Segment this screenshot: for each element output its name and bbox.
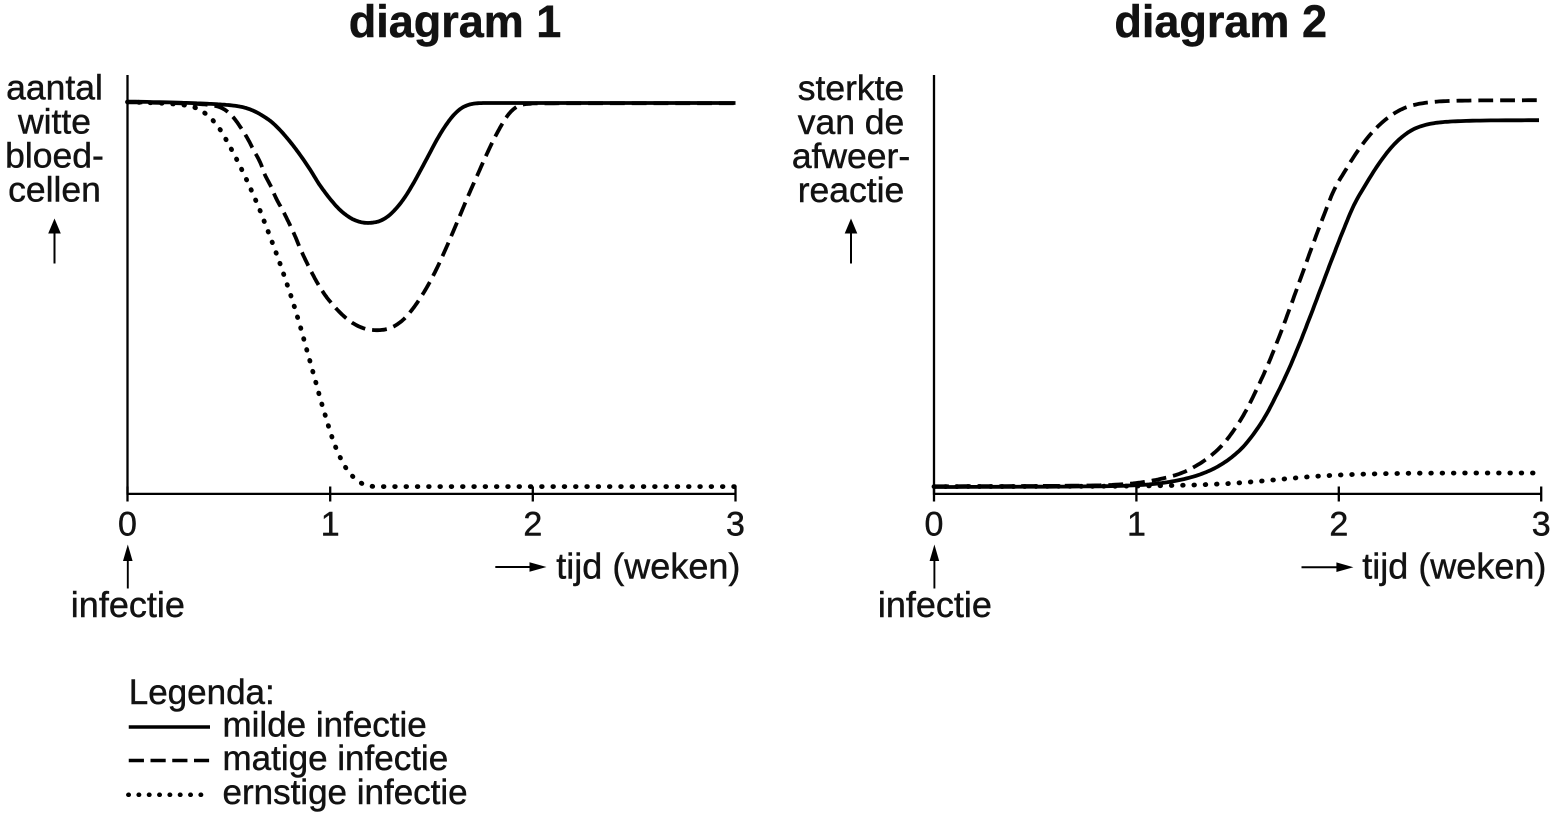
svg-text:0: 0 bbox=[118, 506, 137, 544]
svg-text:infectie: infectie bbox=[878, 584, 992, 625]
svg-text:ernstige infectie: ernstige infectie bbox=[223, 773, 468, 812]
svg-text:3: 3 bbox=[726, 506, 745, 544]
svg-text:1: 1 bbox=[1127, 506, 1146, 544]
svg-text:diagram 1: diagram 1 bbox=[349, 0, 562, 47]
svg-text:0: 0 bbox=[925, 506, 944, 544]
svg-text:infectie: infectie bbox=[71, 584, 185, 625]
svg-text:tijd (weken): tijd (weken) bbox=[1362, 546, 1546, 587]
svg-text:diagram 2: diagram 2 bbox=[1114, 0, 1327, 47]
svg-text:Legenda:: Legenda: bbox=[129, 673, 275, 712]
svg-text:2: 2 bbox=[1329, 506, 1348, 544]
svg-text:sterkte: sterkte bbox=[798, 68, 905, 108]
svg-text:reactie: reactie bbox=[798, 170, 905, 210]
svg-text:cellen: cellen bbox=[8, 170, 101, 210]
svg-text:bloed-: bloed- bbox=[5, 136, 104, 176]
svg-text:matige infectie: matige infectie bbox=[223, 739, 449, 778]
svg-text:3: 3 bbox=[1532, 506, 1551, 544]
svg-text:1: 1 bbox=[321, 506, 340, 544]
svg-text:van de: van de bbox=[798, 102, 905, 142]
svg-text:aantal: aantal bbox=[6, 68, 103, 108]
svg-text:tijd (weken): tijd (weken) bbox=[556, 546, 740, 587]
svg-text:milde infectie: milde infectie bbox=[223, 705, 427, 744]
svg-text:afweer-: afweer- bbox=[792, 136, 910, 176]
svg-text:2: 2 bbox=[523, 506, 542, 544]
svg-text:witte: witte bbox=[17, 102, 91, 142]
